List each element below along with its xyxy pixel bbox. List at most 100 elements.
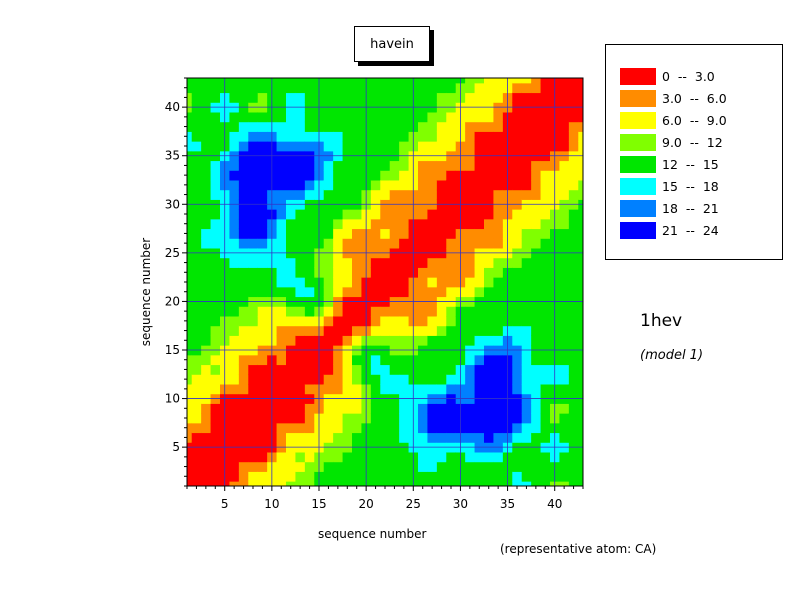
contour-cell xyxy=(418,82,428,94)
contour-cell xyxy=(436,267,447,278)
contour-cell xyxy=(380,141,391,152)
contour-cell xyxy=(276,413,287,424)
contour-cell xyxy=(512,422,523,434)
contour-cell xyxy=(323,82,334,94)
contour-cell xyxy=(248,267,259,278)
contour-cell xyxy=(578,461,584,472)
contour-cell xyxy=(512,228,523,239)
protein-id: 1hev xyxy=(640,311,683,331)
contour-cell xyxy=(333,374,344,385)
contour-cell xyxy=(295,170,306,181)
contour-cell xyxy=(210,413,221,424)
contour-cell xyxy=(380,422,391,434)
contour-cell xyxy=(389,481,400,487)
contour-cell xyxy=(484,170,494,181)
contour-cell xyxy=(286,316,296,327)
contour-cell xyxy=(238,432,249,443)
contour-cell xyxy=(418,452,428,463)
contour-cell xyxy=(257,306,268,317)
contour-cell xyxy=(276,92,287,103)
representative-atom-label: (representative atom: CA) xyxy=(500,542,657,556)
contour-cell xyxy=(446,422,457,434)
contour-cell xyxy=(286,160,296,171)
contour-cell xyxy=(229,218,240,230)
contour-cell xyxy=(427,364,438,375)
contour-cell xyxy=(436,170,447,181)
contour-cell xyxy=(389,403,400,414)
contour-cell xyxy=(229,112,240,123)
contour-cell xyxy=(238,170,249,181)
contour-cell xyxy=(257,364,268,375)
contour-cell xyxy=(474,354,485,366)
contour-cell xyxy=(399,403,410,414)
contour-cell xyxy=(201,316,212,327)
contour-cell xyxy=(512,413,523,424)
contour-cell xyxy=(418,461,428,472)
legend-item: 15 -- 18 xyxy=(620,176,719,196)
contour-cell xyxy=(248,121,259,132)
contour-cell xyxy=(304,335,315,346)
contour-cell xyxy=(531,364,542,375)
contour-cell xyxy=(238,286,249,298)
contour-cell xyxy=(248,218,259,230)
contour-cell xyxy=(521,121,532,132)
contour-cell xyxy=(484,218,494,230)
contour-cell xyxy=(559,316,570,327)
contour-cell xyxy=(333,160,344,171)
contour-cell xyxy=(474,170,485,181)
contour-cell xyxy=(465,335,476,346)
contour-cell xyxy=(187,180,193,191)
contour-cell xyxy=(210,306,221,317)
contour-cell xyxy=(370,481,381,487)
contour-cell xyxy=(465,432,476,443)
contour-cell xyxy=(286,277,296,288)
contour-cell xyxy=(418,160,428,171)
contour-cell xyxy=(342,374,353,385)
contour-cell xyxy=(323,481,334,487)
contour-cell xyxy=(540,471,551,482)
contour-cell xyxy=(427,209,438,220)
contour-cell xyxy=(352,481,362,487)
contour-cell xyxy=(333,354,344,366)
contour-cell xyxy=(465,452,476,463)
contour-cell xyxy=(304,413,315,424)
contour-cell xyxy=(389,218,400,230)
contour-cell xyxy=(521,257,532,268)
contour-cell xyxy=(578,354,584,366)
contour-cell xyxy=(380,112,391,123)
contour-cell xyxy=(578,413,584,424)
contour-cell xyxy=(210,422,221,434)
contour-cell xyxy=(229,141,240,152)
contour-cell xyxy=(531,170,542,181)
contour-cell xyxy=(427,413,438,424)
contour-cell xyxy=(352,170,362,181)
contour-cell xyxy=(578,170,584,181)
contour-cell xyxy=(399,316,410,327)
contour-cell xyxy=(512,267,523,278)
contour-cell xyxy=(201,306,212,317)
contour-cell xyxy=(370,335,381,346)
contour-cell xyxy=(493,180,504,191)
contour-cell xyxy=(389,121,400,132)
contour-cell xyxy=(323,452,334,463)
contour-cell xyxy=(418,286,428,298)
contour-cell xyxy=(248,170,259,181)
contour-cell xyxy=(531,121,542,132)
contour-cell xyxy=(295,364,306,375)
contour-cell xyxy=(201,335,212,346)
contour-cell xyxy=(399,335,410,346)
contour-cell xyxy=(540,374,551,385)
contour-cell xyxy=(187,306,193,317)
contour-cell xyxy=(484,422,494,434)
contour-cell xyxy=(531,228,542,239)
contour-cell xyxy=(559,325,570,336)
contour-cell xyxy=(295,218,306,230)
contour-cell xyxy=(559,160,570,171)
contour-cell xyxy=(191,422,202,434)
contour-cell xyxy=(370,257,381,268)
contour-cell xyxy=(352,354,362,366)
contour-cell xyxy=(493,209,504,220)
x-tick-label: 5 xyxy=(221,497,229,511)
contour-cell xyxy=(521,228,532,239)
contour-cell xyxy=(427,238,438,249)
